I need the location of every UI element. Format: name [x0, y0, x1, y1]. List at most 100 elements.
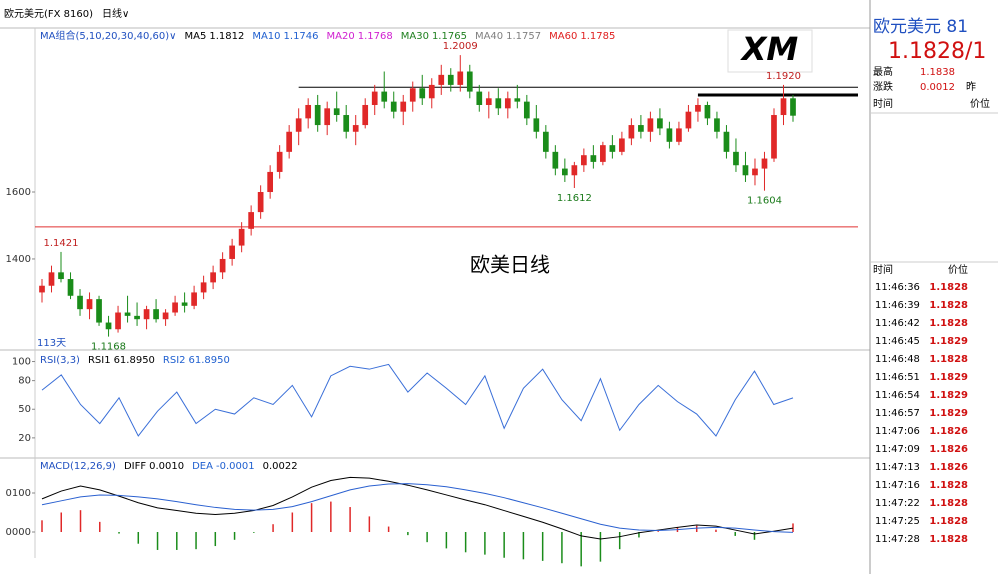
candle-body	[666, 128, 673, 142]
legend-value: 0.0022	[263, 461, 298, 472]
tick-time: 11:46:51	[875, 372, 920, 383]
tick-price: 1.1826	[929, 444, 968, 455]
y-tick-label: 100	[12, 357, 31, 368]
legend-value: 1.1812	[209, 31, 244, 42]
candle-body	[343, 115, 350, 132]
tick-price: 1.1828	[929, 480, 968, 491]
y-tick-label: 80	[18, 376, 31, 387]
price-annotation: 1.2009	[443, 41, 478, 52]
candle-body	[704, 104, 711, 119]
candle-body	[96, 299, 102, 323]
candle-body	[581, 155, 587, 166]
y-tick-label: 20	[18, 433, 31, 444]
tick-time: 11:47:28	[875, 534, 920, 545]
candle-body	[276, 151, 283, 172]
price-annotation: 1.1168	[91, 342, 126, 353]
candle-body	[542, 131, 549, 152]
tick-time: 11:46:54	[875, 390, 920, 401]
candle-body	[39, 285, 45, 293]
candle-body	[552, 151, 559, 169]
candle-body	[419, 88, 426, 99]
tick-price: 1.1828	[929, 354, 968, 365]
y-tick-label: 50	[18, 404, 31, 415]
tick-price: 1.1828	[929, 300, 968, 311]
candle-body	[714, 118, 720, 132]
candle-body	[286, 131, 293, 152]
legend-value: 1.1785	[580, 31, 615, 42]
candle-body	[381, 91, 388, 102]
candle-body	[210, 272, 216, 283]
tick-price: 1.1828	[929, 534, 968, 545]
price-annotation: 1.1604	[747, 196, 782, 207]
candle-body	[248, 212, 254, 229]
candle-body	[409, 88, 416, 102]
legend-name: MA60	[549, 31, 577, 42]
candle-body	[723, 131, 730, 152]
legend-title: MA组合(5,10,20,30,40,60)∨	[40, 29, 176, 42]
tick-time: 11:47:13	[875, 462, 920, 473]
candle-body	[219, 258, 226, 273]
legend-value: -0.0001	[216, 461, 255, 472]
candle-body	[657, 118, 663, 129]
candle-body	[695, 104, 701, 112]
legend-value: 1.1757	[506, 31, 541, 42]
candle-body	[229, 245, 235, 259]
candle-body	[314, 104, 321, 126]
sidebar-title: 欧元美元 81	[873, 17, 968, 37]
tick-time: 11:46:42	[875, 318, 920, 329]
candle-body	[609, 145, 616, 152]
tick-time: 11:46:39	[875, 300, 920, 311]
stat-value: 0.0012	[920, 82, 955, 93]
candle-body	[561, 168, 568, 176]
legend-name: MA10	[252, 31, 280, 42]
period-count: 113天	[37, 338, 66, 349]
candle-body	[590, 155, 597, 162]
candle-body	[485, 98, 492, 105]
candle-body	[362, 104, 369, 126]
candle-body	[191, 292, 197, 306]
candle-body	[48, 272, 55, 286]
period[interactable]: 日线∨	[102, 7, 129, 20]
macd-line	[41, 476, 794, 540]
candle-body	[153, 309, 159, 320]
candle-body	[619, 138, 625, 152]
candle-body	[77, 295, 83, 310]
y-tick-label: 1600	[6, 187, 31, 198]
candle-body	[181, 302, 188, 306]
candle-body	[638, 125, 644, 132]
candle-body	[172, 302, 178, 313]
tick-time: 11:46:48	[875, 354, 920, 365]
candle-body	[162, 312, 169, 320]
candle-body	[447, 74, 454, 85]
tick-time: 11:47:06	[875, 426, 920, 437]
candle-body	[571, 165, 578, 176]
candle-body	[134, 315, 140, 320]
candle-body	[438, 74, 445, 85]
tick-price: 1.1829	[929, 390, 968, 401]
tick-price: 1.1828	[929, 498, 968, 509]
candle-body	[647, 118, 654, 132]
candle-body	[676, 128, 682, 142]
tick-price: 1.1828	[929, 318, 968, 329]
candle-body	[371, 91, 378, 105]
symbol[interactable]: 欧元美元(FX 8160)	[4, 7, 93, 20]
candle-body	[771, 115, 777, 159]
tick-price: 1.1829	[929, 408, 968, 419]
tick-price: 1.1828	[929, 282, 968, 293]
tick-price: 1.1829	[929, 336, 968, 347]
candle-body	[457, 71, 464, 85]
y-tick-label: 0000	[6, 527, 31, 538]
logo: XM	[740, 30, 799, 68]
candle-body	[780, 98, 787, 116]
legend-value: 61.8950	[189, 355, 230, 366]
candle-body	[124, 312, 131, 316]
tick-time: 11:46:57	[875, 408, 920, 419]
tick-time: 11:47:25	[875, 516, 920, 527]
ticks-head: 时间	[873, 263, 893, 276]
candle-body	[115, 312, 121, 330]
legend-value: 0.0010	[149, 461, 184, 472]
stat-label: 涨跌	[873, 80, 893, 93]
price-annotation: 1.1920	[766, 71, 801, 82]
sidebar-price: 1.1828/1	[888, 39, 986, 64]
tick-price: 1.1829	[929, 372, 968, 383]
